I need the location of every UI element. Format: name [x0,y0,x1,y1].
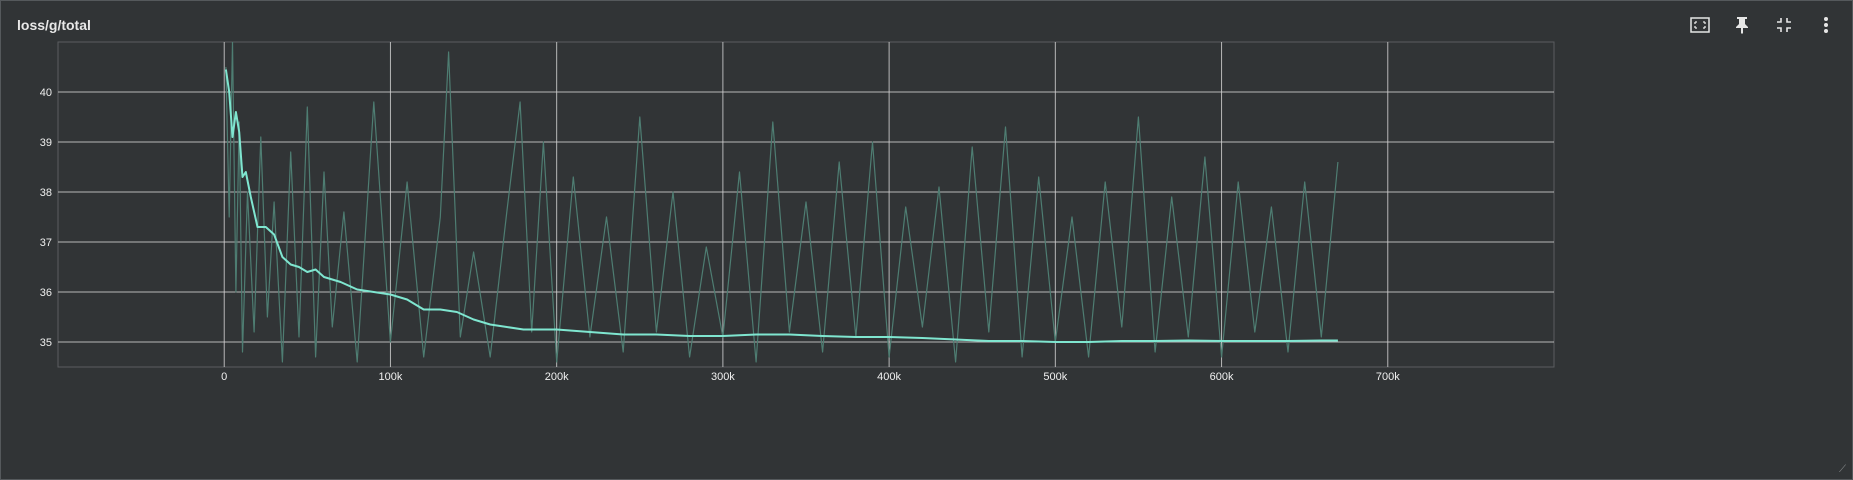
chart-toolbar [1688,13,1838,37]
y-tick-label: 37 [40,237,52,249]
x-tick-label: 600k [1210,371,1234,383]
y-tick-label: 40 [40,87,52,99]
x-tick-label: 200k [545,371,569,383]
y-tick-label: 39 [40,137,52,149]
x-tick-label: 500k [1043,371,1067,383]
y-tick-label: 38 [40,187,52,199]
plot-frame [57,41,1555,368]
x-tick-label: 700k [1376,371,1400,383]
y-tick-label: 35 [40,337,52,349]
raw-series-line [225,42,1339,363]
collapse-icon[interactable] [1772,13,1796,37]
pin-icon[interactable] [1730,13,1754,37]
smoothed-series-line [224,69,1338,343]
x-tick-label: 100k [379,371,403,383]
more-vert-icon[interactable] [1814,13,1838,37]
x-tick-label: 0 [221,371,227,383]
resize-handle-icon[interactable]: ⟋ [1839,464,1846,475]
fit-domain-icon[interactable] [1688,13,1712,37]
x-tick-label: 300k [711,371,735,383]
y-tick-label: 36 [40,287,52,299]
chart-title: loss/g/total [17,17,91,33]
x-tick-label: 400k [877,371,901,383]
